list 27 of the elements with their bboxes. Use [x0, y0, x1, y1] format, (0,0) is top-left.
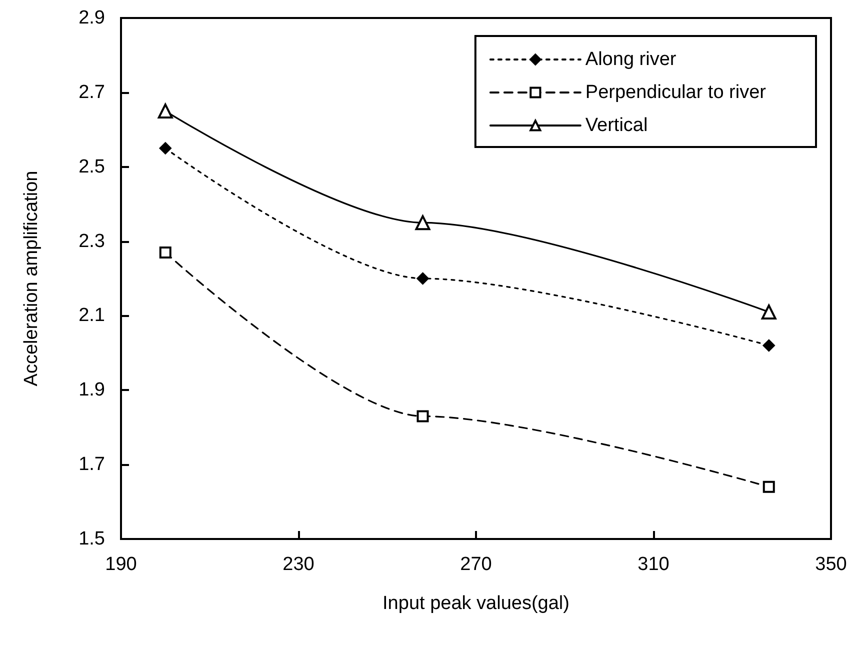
x-tick-label: 350 — [815, 554, 847, 575]
point — [762, 339, 775, 352]
x-tick-label: 270 — [460, 554, 492, 575]
y-axis-title: Acceleration amplification — [21, 170, 42, 386]
x-tick-label: 230 — [282, 554, 314, 575]
point — [159, 142, 172, 154]
y-tick-label: 2.9 — [78, 8, 105, 28]
point — [158, 104, 173, 119]
legend-label: Along river — [585, 49, 677, 70]
y-tick-label: 2.1 — [78, 305, 105, 326]
y-tick-label: 1.9 — [78, 380, 105, 401]
legend-label: Perpendicular to river — [585, 82, 767, 103]
y-tick-label: 2.5 — [78, 156, 105, 178]
x-tick-label: 310 — [638, 554, 670, 575]
point — [415, 215, 430, 230]
y-tick-label: 2.3 — [78, 230, 105, 252]
point — [159, 246, 172, 258]
x-tick-label: 190 — [105, 554, 137, 575]
point — [416, 410, 429, 422]
point — [761, 304, 776, 320]
y-tick-label: 1.7 — [78, 454, 105, 476]
legend-label: Vertical — [585, 115, 648, 136]
y-tick-label: 2.7 — [78, 82, 105, 103]
point — [762, 480, 775, 493]
y-tick-label: 1.5 — [78, 528, 105, 550]
point — [416, 272, 429, 284]
x-axis-title: Input peak values(gal) — [382, 593, 570, 614]
